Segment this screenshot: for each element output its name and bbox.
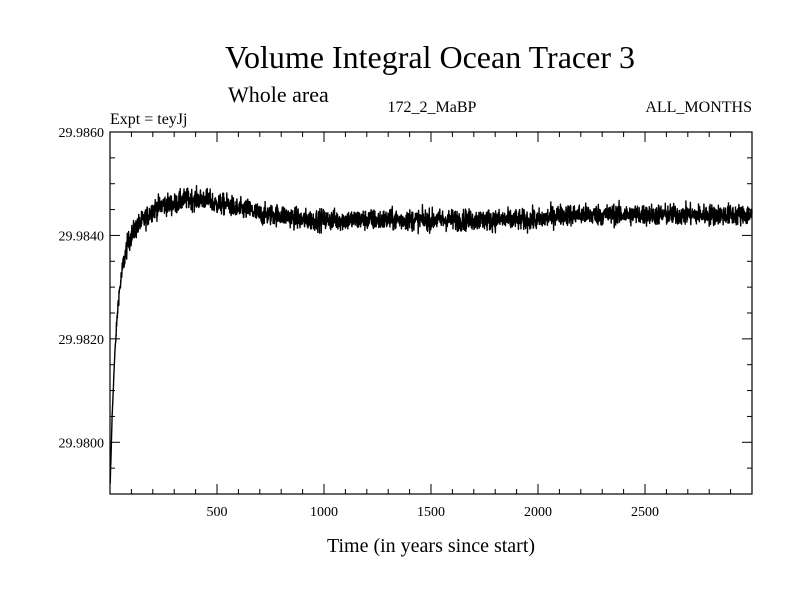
x-tick-label: 2500: [631, 505, 659, 520]
x-tick-label: 1500: [417, 505, 445, 520]
chart-title: Volume Integral Ocean Tracer 3: [225, 39, 635, 75]
series-line: [109, 185, 753, 484]
months-label: ALL_MONTHS: [645, 99, 752, 116]
x-tick-label: 1000: [310, 505, 338, 520]
axis-tick-labels: 500 1000 1500 2000 2500 29.9800 29.9820 29.9840…: [59, 126, 660, 520]
y-tick-label: 29.9800: [59, 436, 105, 451]
plot-frame: [109, 131, 753, 495]
y-tick-label: 29.9840: [59, 229, 105, 244]
x-tick-label: 500: [207, 505, 228, 520]
y-tick-label: 29.9820: [59, 333, 105, 348]
y-tick-label: 29.9860: [59, 126, 105, 141]
x-tick-label: 2000: [524, 505, 552, 520]
x-axis-label: Time (in years since start): [327, 535, 535, 557]
experiment-label: Expt = teyJj: [110, 111, 187, 128]
axis-ticks: [110, 131, 752, 495]
run-label: 172_2_MaBP: [388, 99, 477, 116]
chart-subtitle: Whole area: [228, 82, 329, 107]
